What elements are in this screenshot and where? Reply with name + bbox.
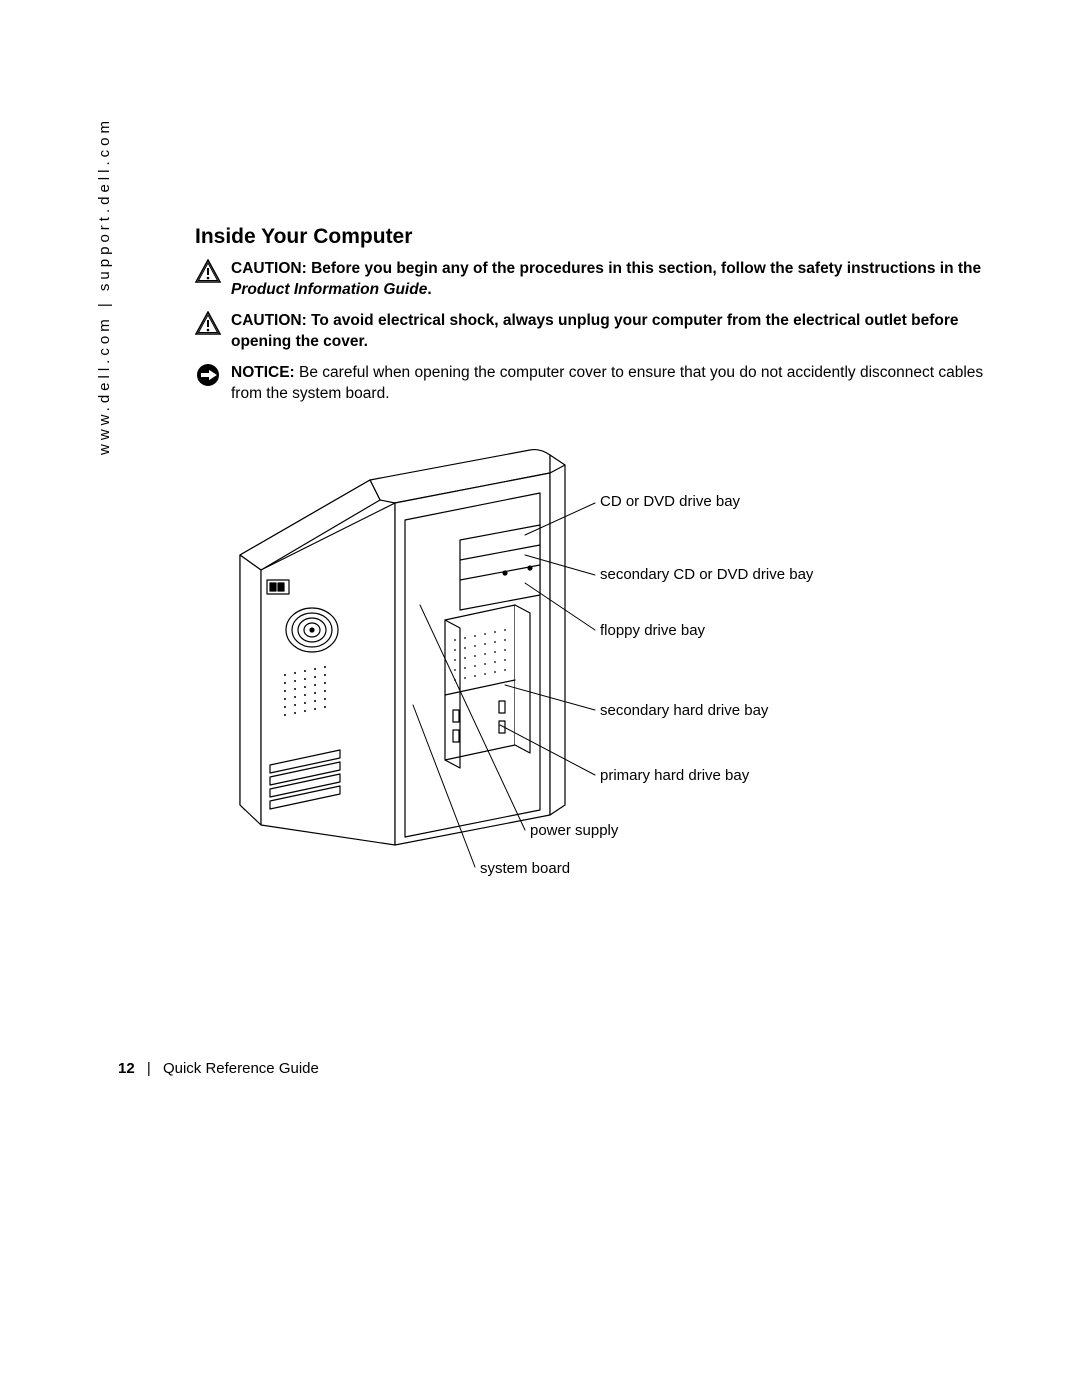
label-floppy: floppy drive bay	[600, 622, 705, 639]
caution-1-prefix: CAUTION:	[231, 260, 311, 277]
label-cd-dvd: CD or DVD drive bay	[600, 493, 740, 510]
caution-block-2: CAUTION: To avoid electrical shock, alwa…	[195, 311, 1015, 353]
caution-text-1: CAUTION: Before you begin any of the pro…	[231, 259, 1015, 301]
notice-block: NOTICE: Be careful when opening the comp…	[195, 363, 1015, 405]
caution-block-1: CAUTION: Before you begin any of the pro…	[195, 259, 1015, 301]
page-number: 12	[118, 1060, 135, 1077]
label-power-supply: power supply	[530, 822, 618, 839]
computer-diagram: CD or DVD drive bay secondary CD or DVD …	[195, 425, 1015, 925]
notice-body: Be careful when opening the computer cov…	[231, 364, 983, 402]
sidebar-url-text: www.dell.com | support.dell.com	[96, 117, 113, 455]
page-footer: 12 | Quick Reference Guide	[118, 1060, 319, 1077]
caution-1-body: Before you begin any of the procedures i…	[311, 260, 981, 277]
label-primary-hd: primary hard drive bay	[600, 767, 749, 784]
label-system-board: system board	[480, 860, 570, 877]
main-content: Inside Your Computer CAUTION: Before you…	[195, 225, 1015, 925]
notice-icon	[195, 363, 223, 392]
caution-2-prefix: CAUTION:	[231, 312, 311, 329]
notice-prefix: NOTICE:	[231, 364, 299, 381]
caution-icon	[195, 259, 223, 288]
label-secondary-hd: secondary hard drive bay	[600, 702, 768, 719]
caution-2-body: To avoid electrical shock, always unplug…	[231, 312, 959, 350]
label-secondary-cd-dvd: secondary CD or DVD drive bay	[600, 566, 813, 583]
caution-1-italic: Product Information Guide	[231, 281, 427, 298]
caution-text-2: CAUTION: To avoid electrical shock, alwa…	[231, 311, 1015, 353]
footer-separator: |	[147, 1060, 151, 1077]
caution-1-suffix: .	[427, 281, 431, 298]
caution-icon	[195, 311, 223, 340]
section-heading: Inside Your Computer	[195, 225, 1015, 249]
footer-title: Quick Reference Guide	[163, 1060, 319, 1077]
notice-text: NOTICE: Be careful when opening the comp…	[231, 363, 1015, 405]
